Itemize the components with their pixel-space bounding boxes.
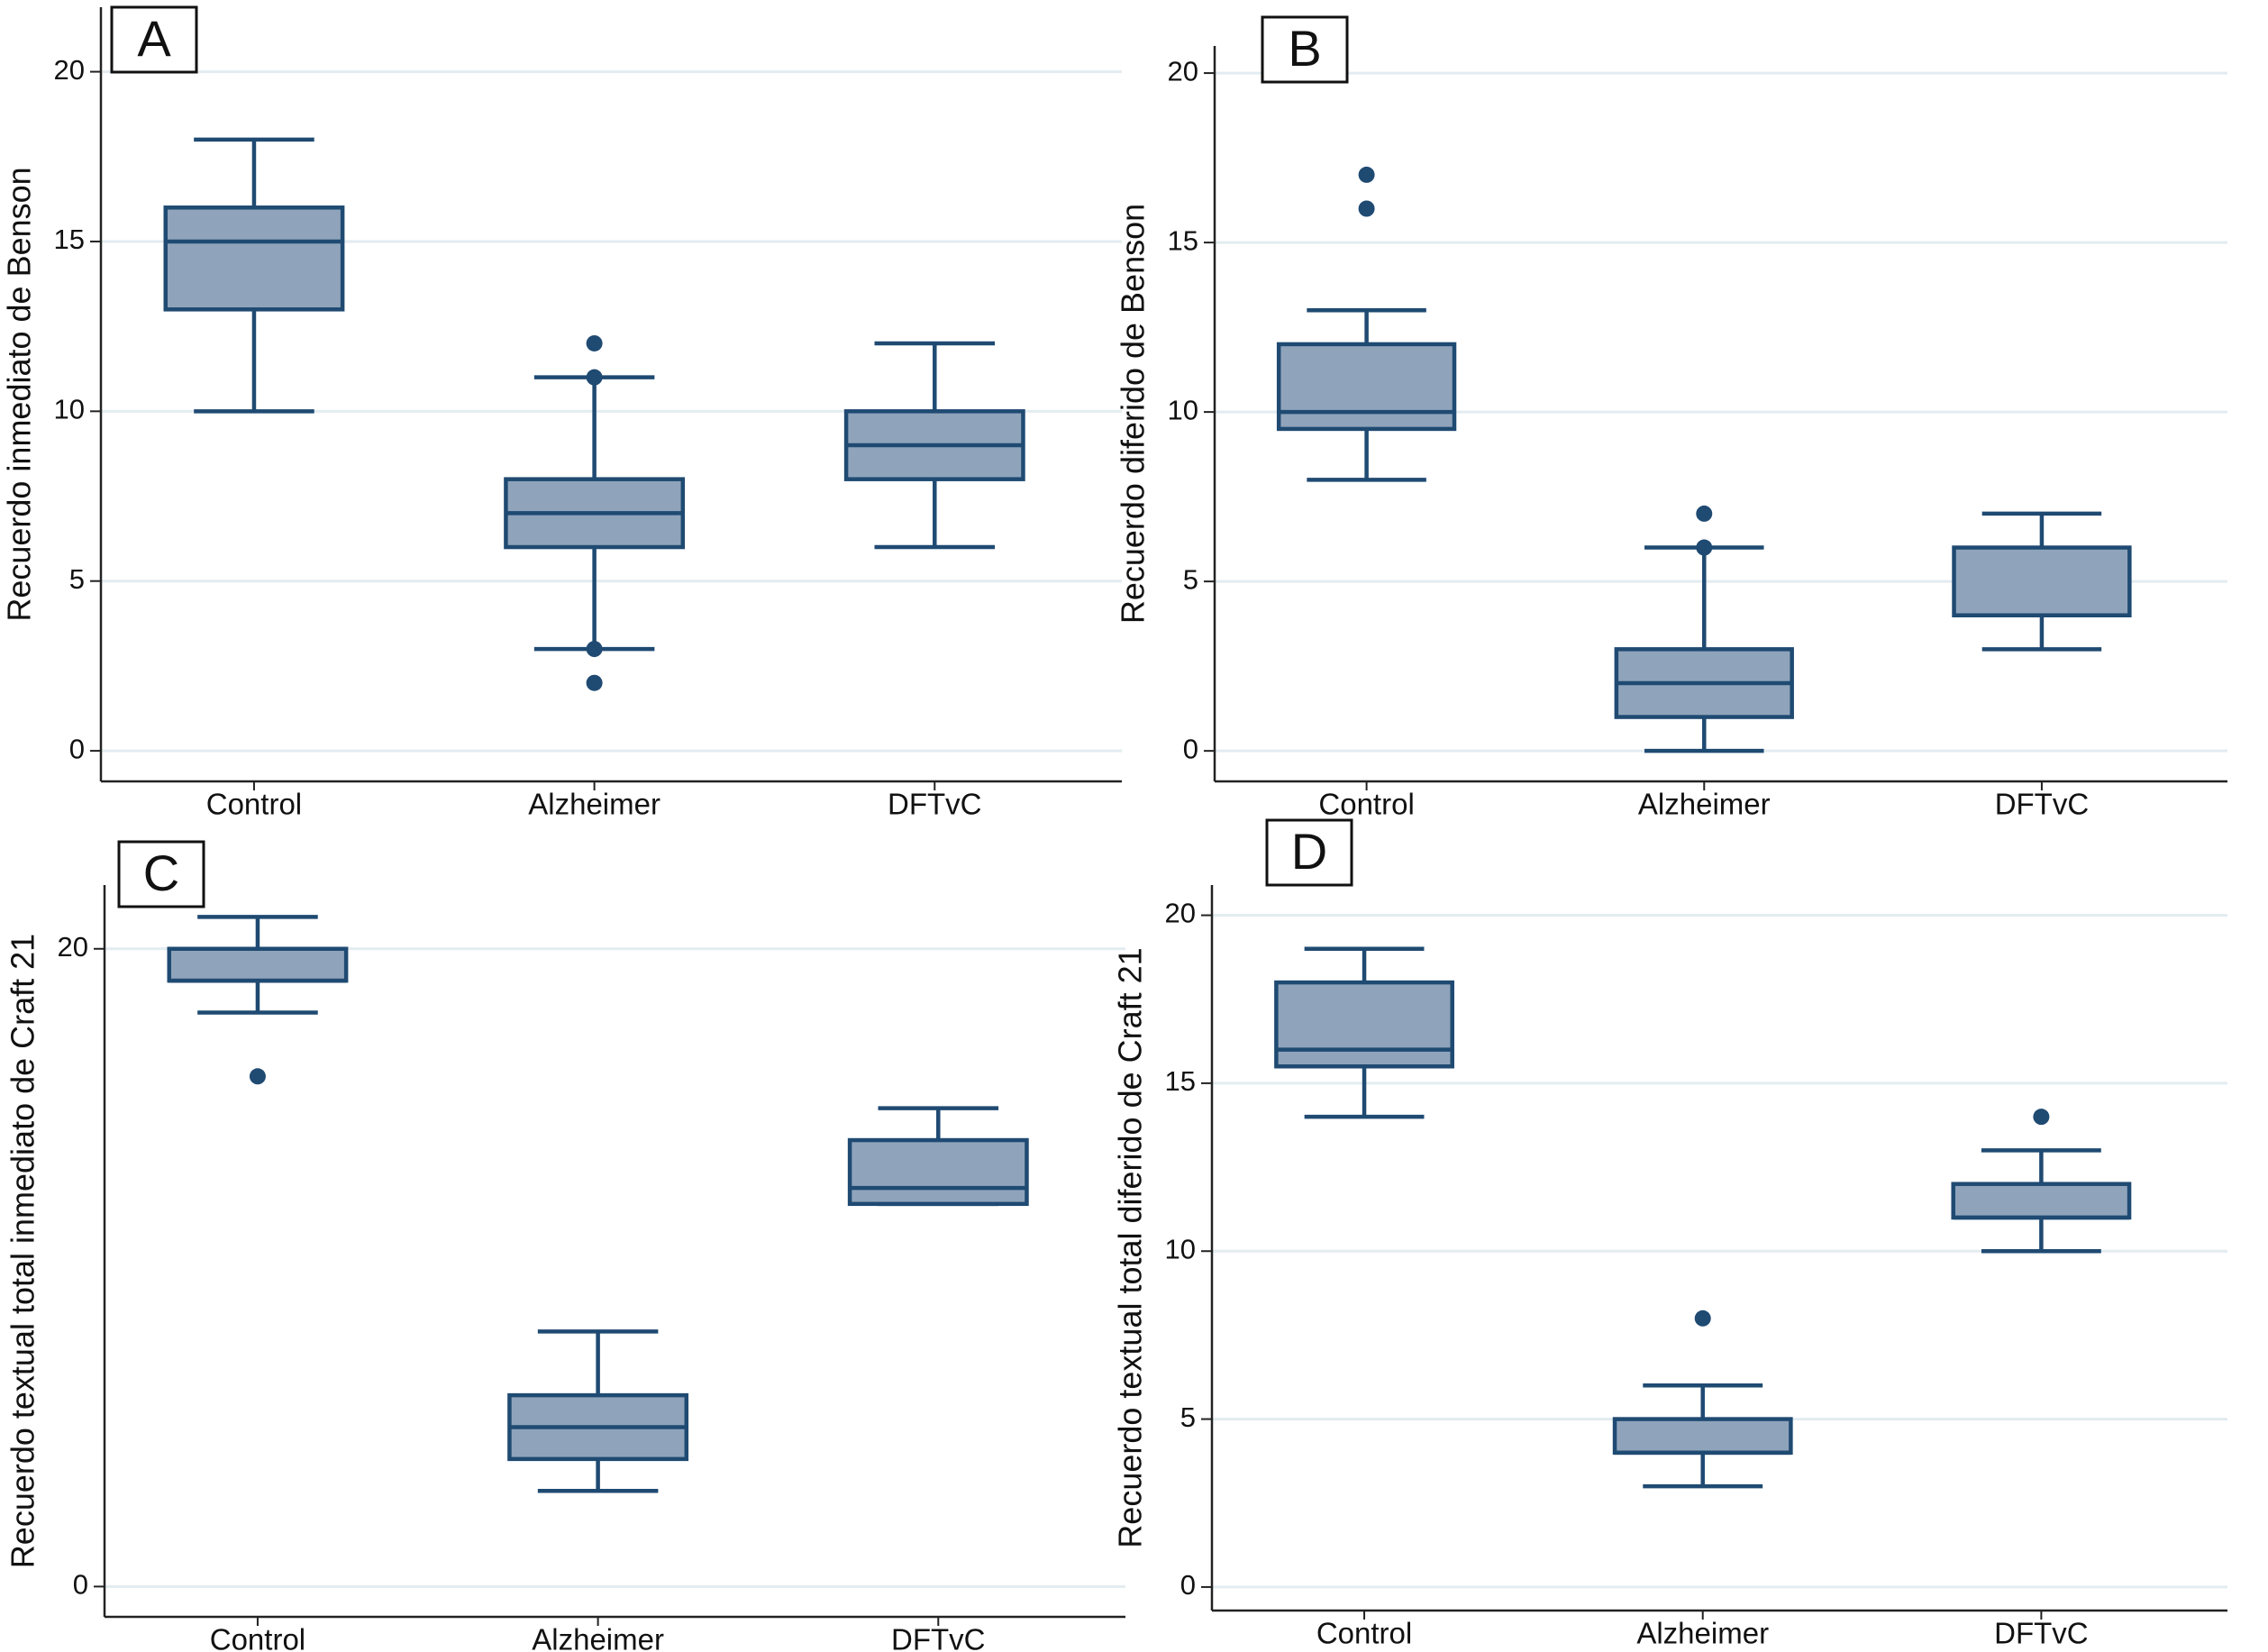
y-tick-label: 0 — [1180, 1569, 1196, 1601]
y-axis-label: Recuerdo textual total inmediato de Craf… — [5, 934, 41, 1568]
y-tick-label: 0 — [69, 733, 85, 764]
y-tick-label: 20 — [1165, 898, 1196, 929]
panel-label-box — [117, 840, 205, 908]
panel: 0 5 10 15 20 Control Alzheimer DFTvC Recuerdo di… — [1115, 15, 2227, 821]
panel-label-box — [1261, 15, 1349, 84]
outlier — [1696, 505, 1713, 522]
y-tick-label: 10 — [54, 394, 85, 425]
outlier — [586, 674, 603, 691]
x-tick-label: DFTvC — [891, 1623, 985, 1652]
y-tick-label: 5 — [69, 563, 85, 595]
outlier — [586, 369, 603, 386]
x-tick-label: DFTvC — [1995, 788, 2089, 821]
x-tick-label: DFTvC — [888, 788, 981, 821]
y-tick-label: 10 — [1165, 1233, 1196, 1264]
outlier — [2033, 1109, 2050, 1126]
y-tick-label: 15 — [1165, 1065, 1196, 1097]
x-tick-label: Control — [1318, 788, 1414, 821]
x-tick-label: Control — [206, 788, 302, 821]
x-tick-label: Alzheimer — [1638, 788, 1771, 821]
x-tick-label: Alzheimer — [532, 1623, 664, 1652]
y-tick-label: 20 — [54, 54, 85, 86]
y-tick-label: 0 — [73, 1569, 88, 1601]
panel-label-box — [1265, 818, 1353, 887]
x-tick-label: Control — [210, 1623, 305, 1652]
box — [1274, 980, 1454, 1069]
panel-label: B — [1288, 20, 1321, 77]
panel-label: C — [143, 844, 179, 901]
box — [167, 946, 349, 983]
outlier — [1358, 200, 1375, 217]
y-tick-label: 20 — [58, 931, 88, 963]
y-tick-label: 15 — [1168, 224, 1198, 256]
panel-label: A — [137, 10, 171, 67]
outlier — [586, 334, 603, 351]
x-tick-label: DFTvC — [1994, 1617, 2088, 1650]
outlier — [586, 641, 603, 658]
y-tick-label: 20 — [1168, 55, 1198, 87]
x-tick-label: Alzheimer — [1636, 1617, 1769, 1650]
panel: 0 5 10 15 20 Control Alzheimer DFTvC Recuerdo te… — [1112, 818, 2227, 1650]
y-axis-label: Recuerdo textual total diferido de Craft… — [1112, 947, 1149, 1547]
box — [847, 1137, 1029, 1207]
outlier — [1696, 539, 1713, 556]
y-tick-label: 10 — [1168, 394, 1198, 425]
box — [1951, 1182, 2132, 1220]
y-tick-label: 5 — [1180, 1401, 1196, 1433]
outlier — [1358, 166, 1375, 183]
panel-label: D — [1291, 823, 1327, 880]
panel: 0 5 10 15 20 Control Alzheimer DFTvC Recuerdo in… — [1, 5, 1122, 821]
panel: 0 20 Control Alzheimer DFTvC Recuerdo textual… — [5, 840, 1125, 1652]
box — [1276, 342, 1457, 432]
y-tick-label: 5 — [1183, 563, 1198, 595]
y-axis-label: Recuerdo diferido de Benson — [1115, 204, 1152, 624]
y-tick-label: 15 — [54, 224, 85, 255]
x-tick-label: Alzheimer — [528, 788, 660, 821]
panel-label-box — [110, 5, 198, 74]
box — [163, 205, 345, 312]
outlier — [1694, 1310, 1711, 1327]
y-axis-label: Recuerdo inmediato de Benson — [1, 167, 38, 621]
outlier — [249, 1068, 266, 1085]
y-tick-label: 0 — [1183, 733, 1198, 764]
box — [1952, 545, 2132, 617]
x-tick-label: Control — [1316, 1617, 1412, 1650]
box — [1612, 1417, 1793, 1456]
